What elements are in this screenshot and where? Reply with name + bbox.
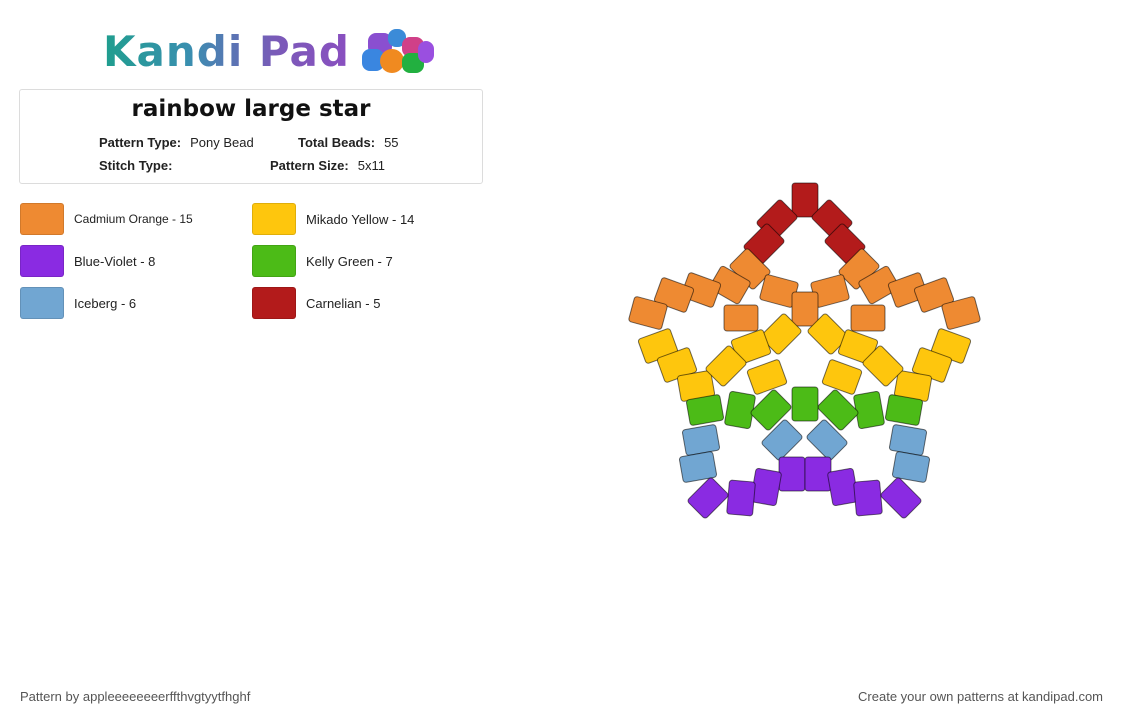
- legend-item: Blue-Violet - 8: [20, 245, 155, 277]
- orange-bead: [680, 272, 722, 308]
- orange-bead: [729, 248, 771, 290]
- bead-pile-icon: [361, 27, 437, 75]
- logo-text: Kandi Pad: [103, 26, 350, 76]
- yellow-bead: [821, 359, 863, 395]
- violet-bead: [726, 479, 756, 517]
- violet-bead: [750, 467, 782, 507]
- green-bead: [685, 394, 725, 426]
- pattern-size-row: Pattern Size: 5x11: [270, 158, 385, 173]
- yellow-bead: [760, 313, 802, 355]
- yellow-bead: [911, 347, 953, 383]
- legend-item: Kelly Green - 7: [252, 245, 393, 277]
- stitch-type-label: Stitch Type:: [99, 158, 173, 173]
- violet-bead: [880, 477, 922, 519]
- red-bead: [824, 223, 866, 265]
- pattern-title: rainbow large star: [131, 96, 371, 122]
- green-bead: [884, 394, 924, 426]
- legend-item: Cadmium Orange - 15: [20, 203, 193, 235]
- orange-bead: [709, 265, 751, 305]
- legend-swatch: [20, 245, 64, 277]
- pattern-type-row: Pattern Type: Pony Bead: [99, 135, 254, 150]
- pattern-size-label: Pattern Size:: [270, 158, 349, 173]
- green-bead: [750, 389, 792, 431]
- blue-bead: [888, 424, 928, 456]
- legend-swatch: [252, 287, 296, 319]
- pattern-type-value: Pony Bead: [190, 135, 254, 150]
- violet-bead: [687, 477, 729, 519]
- blue-bead: [678, 451, 718, 483]
- orange-bead: [887, 272, 929, 308]
- kandi-pad-logo[interactable]: Kandi Pad: [103, 26, 437, 76]
- yellow-bead: [705, 345, 747, 387]
- yellow-bead: [656, 347, 698, 383]
- total-beads-row: Total Beads: 55: [298, 135, 399, 150]
- total-beads-value: 55: [384, 135, 399, 150]
- legend-swatch: [20, 203, 64, 235]
- kandipad-link[interactable]: Create your own patterns at kandipad.com: [858, 689, 1103, 704]
- orange-bead: [723, 304, 759, 332]
- green-bead: [817, 389, 859, 431]
- yellow-bead: [746, 359, 788, 395]
- total-beads-label: Total Beads:: [298, 135, 376, 150]
- violet-bead: [853, 479, 883, 517]
- pattern-type-label: Pattern Type:: [99, 135, 182, 150]
- yellow-bead: [676, 370, 716, 402]
- blue-bead: [761, 419, 803, 461]
- violet-bead: [778, 456, 806, 492]
- legend-item: Iceberg - 6: [20, 287, 136, 319]
- legend-label: Carnelian - 5: [306, 295, 381, 311]
- stitch-type-row: Stitch Type:: [99, 158, 181, 173]
- legend-label: Mikado Yellow - 14: [306, 211, 415, 227]
- pattern-size-value: 5x11: [357, 158, 385, 173]
- yellow-bead: [930, 328, 972, 364]
- pattern-author: Pattern by appleeeeeeeerffthvgtyytfhghf: [20, 689, 251, 704]
- green-bead: [791, 386, 819, 422]
- yellow-bead: [637, 328, 679, 364]
- red-bead: [756, 199, 798, 241]
- red-bead: [743, 223, 785, 265]
- legend-item: Carnelian - 5: [252, 287, 380, 319]
- violet-bead: [804, 456, 832, 492]
- blue-bead: [681, 424, 721, 456]
- green-bead: [724, 390, 756, 430]
- yellow-bead: [837, 329, 879, 365]
- legend-swatch: [252, 245, 296, 277]
- pattern-info-card: rainbow large star Pattern Type: Pony Bea…: [19, 89, 483, 184]
- legend-label: Iceberg - 6: [74, 295, 137, 311]
- orange-bead: [850, 304, 886, 332]
- orange-bead: [791, 291, 819, 327]
- orange-bead: [858, 265, 900, 305]
- yellow-bead: [730, 329, 772, 365]
- legend-label: Blue-Violet - 8: [74, 253, 156, 269]
- blue-bead: [891, 451, 931, 483]
- orange-bead: [941, 296, 981, 330]
- red-bead: [811, 199, 853, 241]
- legend-label: Cadmium Orange - 15: [74, 212, 193, 226]
- yellow-bead: [893, 370, 933, 402]
- orange-bead: [913, 277, 955, 313]
- orange-bead: [759, 274, 799, 308]
- orange-bead: [628, 296, 668, 330]
- orange-bead: [653, 277, 695, 313]
- legend-item: Mikado Yellow - 14: [252, 203, 414, 235]
- legend-label: Kelly Green - 7: [306, 253, 393, 269]
- orange-bead: [838, 248, 880, 290]
- red-bead: [791, 182, 819, 218]
- legend-swatch: [252, 203, 296, 235]
- orange-bead: [810, 274, 850, 308]
- green-bead: [853, 390, 885, 430]
- yellow-bead: [807, 313, 849, 355]
- violet-bead: [827, 467, 859, 507]
- yellow-bead: [862, 345, 904, 387]
- blue-bead: [806, 419, 848, 461]
- legend-swatch: [20, 287, 64, 319]
